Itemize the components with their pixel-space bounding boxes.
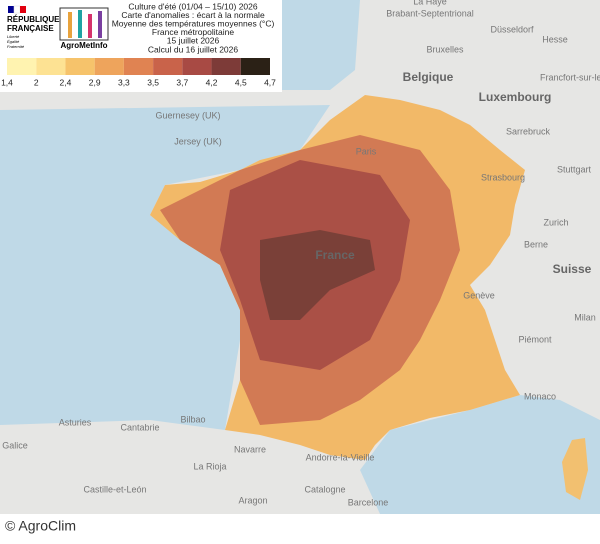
logo-brand: AgroMetInfo	[60, 41, 107, 50]
legend-label: 4,2	[206, 77, 218, 87]
legend-swatch	[240, 58, 270, 75]
place-label: Guernesey (UK)	[155, 110, 220, 120]
place-label: Monaco	[524, 391, 556, 401]
place-label: Piémont	[518, 334, 552, 344]
place-label: Andorre-la-Vieille	[306, 452, 375, 462]
logo-motto: Fraternité	[7, 44, 25, 49]
legend-label: 3,5	[147, 77, 159, 87]
legend-label: 3,7	[176, 77, 188, 87]
legend-panel	[0, 0, 282, 92]
place-label: Stuttgart	[557, 164, 592, 174]
title-line: Culture d'été (01/04 – 15/10) 2026	[128, 1, 257, 11]
legend-label: 2,4	[60, 77, 72, 87]
title-line: France métropolitaine	[152, 27, 234, 37]
place-label: Paris	[356, 146, 377, 156]
logo-icon	[59, 7, 109, 41]
place-label: Bruxelles	[426, 44, 464, 54]
legend-swatch	[123, 58, 154, 75]
place-label: Galice	[2, 440, 28, 450]
place-label: Francfort-sur-le-Main	[540, 72, 600, 82]
legend-swatch	[182, 58, 212, 75]
legend-label: 4,7	[264, 77, 276, 87]
legend-swatch	[211, 58, 241, 75]
logo-motto: Égalité	[7, 39, 20, 44]
place-label: Asturies	[59, 417, 92, 427]
place-label: Genève	[463, 290, 495, 300]
legend-label: 4,5	[235, 77, 247, 87]
logo-text: FRANÇAISE	[7, 24, 54, 33]
flag	[8, 6, 14, 13]
sea	[0, 0, 360, 430]
legend-swatch	[153, 58, 183, 75]
place-label: Hesse	[542, 34, 568, 44]
logo-motto: Liberté	[7, 34, 20, 39]
flag	[20, 6, 26, 13]
title-line: Carte d'anomalies : écart à la normale	[121, 10, 265, 20]
place-label: Castille-et-León	[83, 484, 146, 494]
place-label: Düsseldorf	[490, 24, 534, 34]
place-label: La Rioja	[193, 461, 226, 471]
place-label: Zurich	[543, 217, 568, 227]
legend-swatch	[7, 58, 37, 75]
title-line: Moyenne des températures moyennes (°C)	[112, 18, 275, 28]
place-label: Strasbourg	[481, 172, 525, 182]
legend-label: 2,9	[89, 77, 101, 87]
place-label: Milan	[574, 312, 596, 322]
place-label: Belgique	[403, 70, 454, 84]
place-label: La Haye	[413, 0, 447, 6]
logo-text: RÉPUBLIQUE	[7, 15, 60, 24]
flag	[13, 5, 21, 14]
place-label: Cantabrie	[120, 422, 159, 432]
logo: RÉPUBLIQUE FRANÇAISE Liberté Égalité Fra…	[7, 5, 109, 50]
credit: © AgroClim	[5, 518, 76, 534]
place-label: Sarrebruck	[506, 126, 551, 136]
legend-label: 1,4	[1, 77, 13, 87]
legend-swatch	[36, 58, 66, 75]
place-label: Jersey (UK)	[174, 136, 222, 146]
place-label: Navarre	[234, 444, 266, 454]
place-label: Berne	[524, 239, 548, 249]
legend-label: 2	[34, 77, 39, 87]
place-label: France	[315, 248, 355, 262]
place-label: Barcelone	[348, 497, 389, 507]
legend-label: 3,3	[118, 77, 130, 87]
france-anomaly-zone	[260, 230, 375, 320]
corsica	[562, 438, 588, 500]
legend-swatch	[94, 58, 124, 75]
place-label: Luxembourg	[479, 90, 552, 104]
title-line: Calcul du 16 juillet 2026	[148, 44, 239, 54]
place-label: Bilbao	[180, 414, 205, 424]
place-label: Suisse	[553, 262, 592, 276]
title-line: 15 juillet 2026	[167, 36, 220, 46]
place-label: Aragon	[238, 495, 267, 505]
legend-swatch	[65, 58, 95, 75]
place-label: Brabant-Septentrional	[386, 8, 474, 18]
place-label: Catalogne	[304, 484, 345, 494]
mediterranean	[360, 395, 600, 514]
